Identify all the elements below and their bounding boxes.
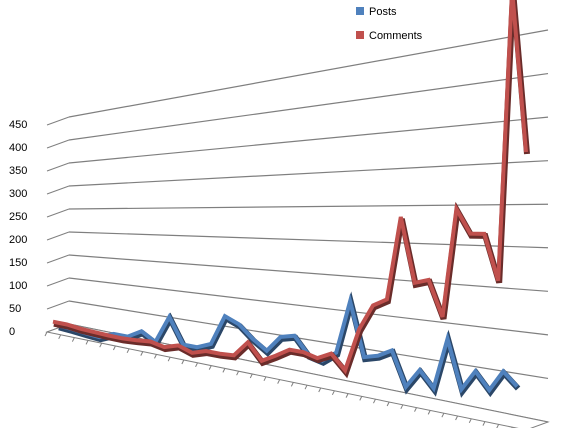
- x-tick: [386, 401, 390, 407]
- x-tick: [331, 390, 335, 396]
- x-tick: [359, 396, 363, 401]
- gridline-side: [46, 277, 70, 287]
- x-tick: [85, 340, 89, 345]
- gridlines: [46, 29, 549, 423]
- gridline: [68, 300, 549, 380]
- x-tick: [167, 356, 171, 362]
- gridline: [68, 203, 549, 210]
- x-tick: [44, 331, 48, 337]
- series-line-posts: [57, 293, 519, 394]
- y-tick-label: 450: [9, 119, 27, 131]
- gridline-side: [46, 208, 70, 218]
- x-tick: [58, 334, 62, 340]
- legend: Posts Comments: [356, 6, 423, 42]
- x-tick: [482, 421, 486, 426]
- y-tick-label: 200: [9, 234, 27, 246]
- x-tick: [455, 415, 459, 421]
- gridline: [68, 72, 549, 141]
- gridline-side: [46, 116, 70, 126]
- x-tick: [345, 393, 349, 398]
- x-tick: [263, 376, 267, 382]
- legend-label-comments: Comments: [369, 30, 423, 42]
- y-tick-label: 0: [9, 326, 15, 338]
- x-tick: [277, 379, 281, 384]
- gridline: [68, 254, 549, 292]
- x-tick: [126, 348, 130, 354]
- x-tick: [236, 370, 240, 376]
- series-lines: [52, 0, 530, 398]
- y-axis: 0 50 100 150 200 250 300 350 400 450: [9, 119, 27, 338]
- x-tick: [290, 382, 294, 387]
- x-tick: [222, 368, 226, 373]
- gridline: [68, 277, 549, 336]
- x-tick: [427, 410, 431, 415]
- gridline: [68, 29, 549, 118]
- x-tick: [208, 365, 212, 370]
- x-tick: [373, 398, 376, 404]
- y-tick-label: 400: [9, 142, 27, 154]
- y-tick-label: 350: [9, 165, 27, 177]
- gridline-side: [46, 231, 70, 241]
- x-tick: [400, 404, 404, 410]
- x-tick: [181, 359, 185, 365]
- x-tick: [112, 345, 116, 351]
- x-tick: [154, 354, 157, 359]
- x-tick: [318, 387, 322, 393]
- series-shadow-comments: [53, 0, 530, 379]
- x-tick: [195, 362, 198, 368]
- x-tick: [99, 342, 103, 348]
- y-tick-label: 300: [9, 188, 27, 200]
- gridline-side: [46, 185, 70, 195]
- gridline-side: [46, 162, 70, 172]
- gridline-side: [46, 300, 70, 310]
- y-tick-label: 100: [9, 280, 27, 292]
- x-tick: [140, 351, 144, 356]
- gridline: [68, 231, 549, 249]
- x-tick: [441, 412, 445, 418]
- x-tick: [249, 373, 253, 379]
- series-line-comments: [52, 0, 528, 375]
- x-tick: [414, 407, 417, 412]
- gridline: [68, 160, 549, 187]
- legend-swatch-comments: [356, 31, 364, 39]
- y-tick-label: 250: [9, 211, 27, 223]
- legend-label-posts: Posts: [369, 6, 397, 18]
- x-tick: [468, 418, 472, 424]
- y-tick-label: 50: [9, 303, 21, 315]
- gridline-side: [46, 254, 70, 264]
- x-tick: [496, 424, 500, 428]
- y-tick-label: 150: [9, 257, 27, 269]
- gridline: [68, 116, 549, 164]
- gridline-side: [46, 139, 70, 149]
- legend-swatch-posts: [356, 7, 364, 15]
- x-tick: [71, 337, 75, 342]
- x-tick: [304, 384, 308, 390]
